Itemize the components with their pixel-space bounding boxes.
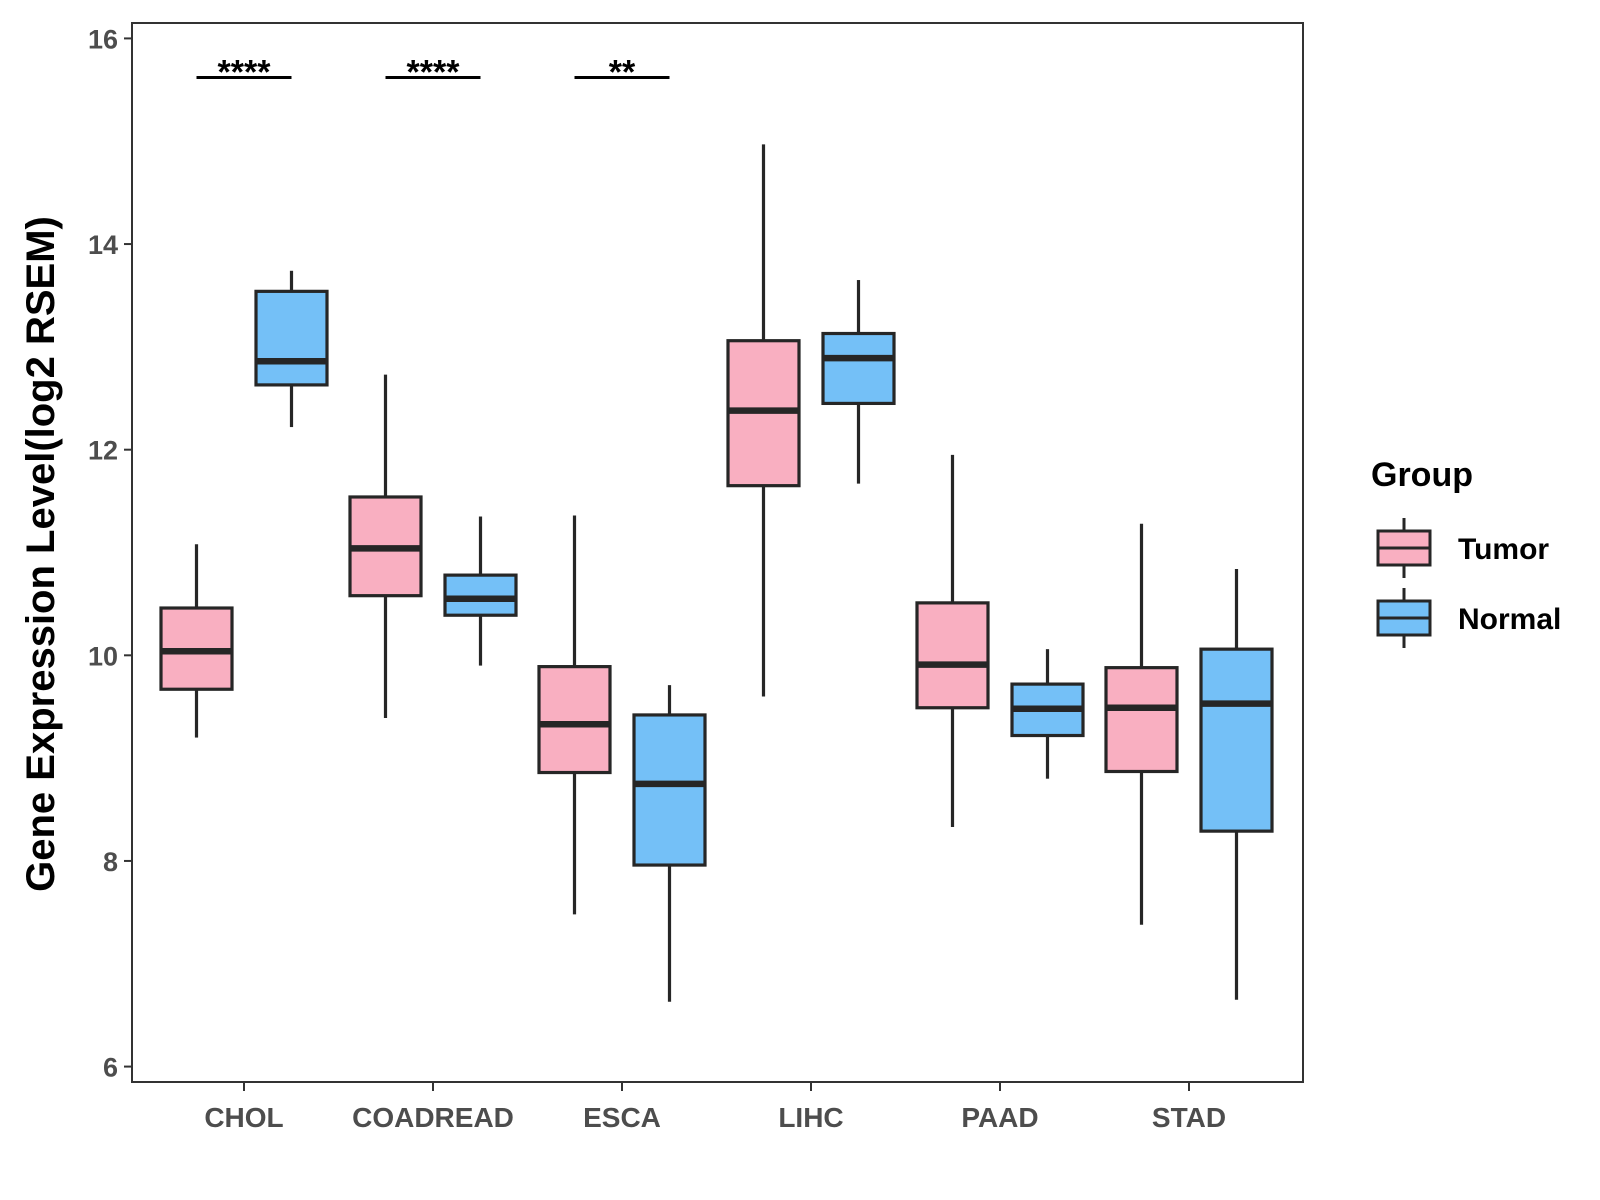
x-tick-label: PAAD — [961, 1102, 1038, 1133]
box-tumor-paad — [915, 454, 990, 828]
box-normal-coadread — [443, 516, 518, 666]
significance-label: **** — [407, 53, 461, 91]
box-tumor-stad — [1104, 523, 1179, 925]
y-tick-label: 6 — [103, 1053, 118, 1083]
x-tick-label: STAD — [1152, 1102, 1226, 1133]
x-tick-label: LIHC — [778, 1102, 843, 1133]
box-normal-esca — [632, 685, 707, 1002]
box-body — [537, 665, 612, 775]
y-tick-label: 10 — [88, 641, 118, 671]
legend-key-normal — [1376, 588, 1432, 648]
significance-label: ** — [609, 53, 636, 91]
y-tick-label: 16 — [88, 24, 118, 54]
box-tumor-chol — [159, 544, 234, 738]
box-normal-paad — [1010, 649, 1085, 779]
legend-key-tumor — [1376, 518, 1432, 578]
legend-label-tumor: Tumor — [1458, 533, 1549, 566]
box-tumor-esca — [537, 515, 612, 915]
plot-layer — [159, 144, 1274, 1002]
box-tumor-coadread — [348, 374, 423, 719]
y-axis: 6 8 10 12 14 16 — [88, 24, 132, 1083]
legend: Group Tumor Normal — [1371, 456, 1561, 648]
box-tumor-lihc — [726, 144, 801, 697]
x-tick-label: ESCA — [583, 1102, 661, 1133]
legend-label-normal: Normal — [1458, 603, 1561, 636]
box-body — [443, 573, 518, 617]
plot-panel-border — [131, 22, 1304, 1083]
box-normal-lihc — [821, 280, 896, 484]
legend-title: Group — [1371, 456, 1473, 494]
box-body — [1199, 647, 1274, 833]
x-axis: CHOL COADREAD ESCA LIHC PAAD STAD — [204, 1082, 1226, 1133]
y-tick-label: 14 — [88, 230, 118, 260]
x-tick-label: COADREAD — [352, 1102, 514, 1133]
box-body — [1104, 666, 1179, 774]
box-body — [915, 601, 990, 710]
box-normal-chol — [254, 270, 329, 428]
significance-annotations: **** **** ** — [196, 53, 670, 91]
y-tick-label: 12 — [88, 436, 118, 466]
y-tick-label: 8 — [103, 847, 118, 877]
x-tick-label: CHOL — [204, 1102, 283, 1133]
significance-label: **** — [218, 53, 272, 91]
y-axis-title: Gene Expression Level(log2 RSEM) — [19, 216, 63, 892]
box-body — [254, 289, 329, 387]
box-normal-stad — [1199, 568, 1274, 1000]
box-body — [632, 713, 707, 867]
box-body — [821, 331, 896, 406]
